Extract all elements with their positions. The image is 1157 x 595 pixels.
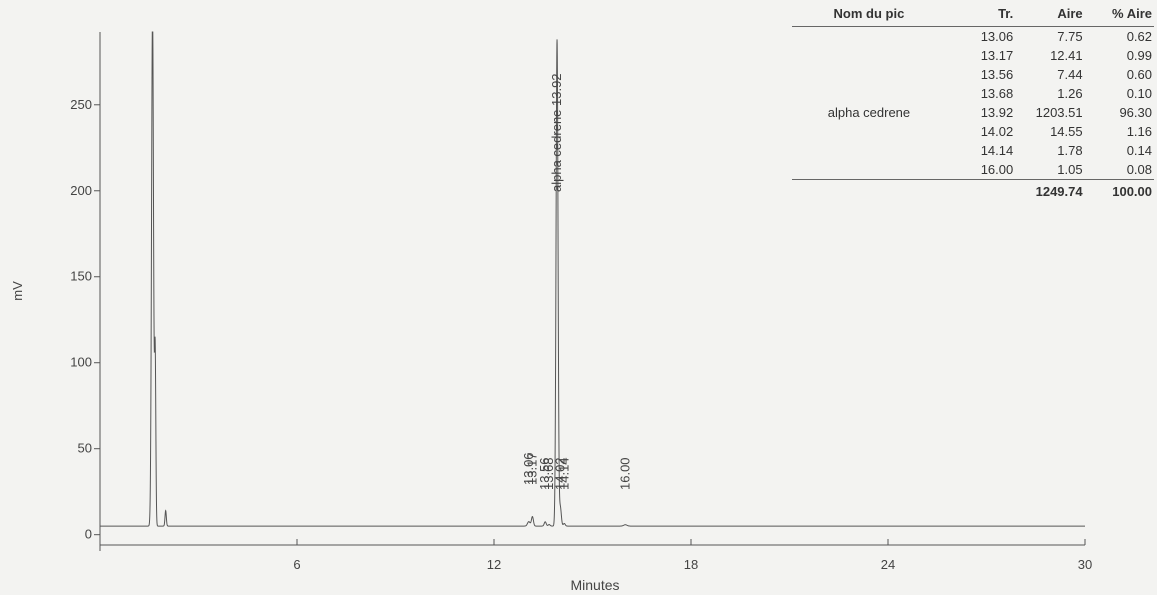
peak-label: 16.00	[617, 457, 632, 490]
table-row: 13.56 7.44 0.60	[792, 65, 1154, 84]
table-row: 16.00 1.05 0.08	[792, 160, 1154, 180]
table-total-row: 1249.74 100.00	[792, 179, 1154, 202]
area-cell: 1.05	[1057, 162, 1083, 177]
area-percent-cell: 0.08	[1126, 162, 1152, 177]
y-tick-label: 200	[70, 183, 92, 198]
area-percent-cell: 0.10	[1126, 86, 1152, 101]
area-percent-cell: 96.30	[1119, 105, 1152, 120]
area-cell: 12.41	[1050, 48, 1083, 63]
area-cell: 7.75	[1057, 29, 1083, 44]
area-percent-cell: 0.62	[1126, 29, 1152, 44]
peak-name-cell	[792, 84, 946, 103]
peak-label: 13.17	[524, 452, 539, 485]
table-row: alpha cedrene 13.92 1203.51 96.30	[792, 103, 1154, 122]
retention-time-cell: 14.14	[980, 143, 1014, 158]
header-peak-name: Nom du pic	[792, 0, 946, 27]
y-tick-label: 50	[78, 441, 92, 456]
chromatogram-trace	[100, 31, 1085, 527]
table-row: 14.14 1.78 0.14	[792, 141, 1154, 160]
peak-label: 14.14	[556, 457, 571, 490]
area-cell: 1249.74	[1015, 179, 1085, 202]
chart-axes: 0 50 100 150 200 250 6 12 18 24 30	[70, 32, 1092, 572]
peak-name-cell	[792, 141, 946, 160]
table-row: 13.06 7.75 0.62	[792, 27, 1154, 47]
retention-time-cell: 13.06	[980, 29, 1014, 44]
peak-name-cell	[792, 179, 946, 202]
header-area-percent: % Aire	[1084, 0, 1154, 27]
area-cell: 1.26	[1057, 86, 1083, 101]
retention-time-cell: 13.56	[980, 67, 1014, 82]
table-row: 13.17 12.41 0.99	[792, 46, 1154, 65]
y-tick-label: 100	[70, 355, 92, 370]
y-tick-label: 250	[70, 97, 92, 112]
header-retention-time: Tr.	[945, 0, 1016, 27]
peak-name-cell	[792, 122, 946, 141]
peak-name-cell	[792, 27, 946, 47]
retention-time-cell: 13.17	[980, 48, 1014, 63]
peak-label: alpha cedrene 13.92	[549, 73, 564, 192]
x-tick-label: 12	[487, 557, 501, 572]
retention-time-cell: 14.02	[980, 124, 1014, 139]
area-percent-cell: 0.99	[1126, 48, 1152, 63]
peak-name-cell	[792, 160, 946, 180]
peak-name-cell: alpha cedrene	[827, 105, 911, 120]
peak-name-cell	[792, 46, 946, 65]
peak-label: 13.68	[541, 457, 556, 490]
area-cell: 1203.51	[1035, 105, 1083, 120]
area-cell: 1.78	[1057, 143, 1083, 158]
x-tick-label: 30	[1078, 557, 1092, 572]
area-cell: 7.44	[1057, 67, 1083, 82]
retention-time-cell: 13.92	[980, 105, 1014, 120]
y-tick-label: 150	[70, 269, 92, 284]
peak-table: Nom du pic Tr. Aire % Aire 13.06 7.75 0.62…	[792, 0, 1154, 202]
y-axis-label: mV	[10, 281, 25, 301]
retention-time-cell: 16.00	[980, 162, 1014, 177]
peak-table-header-row: Nom du pic Tr. Aire % Aire	[792, 0, 1154, 27]
peak-label: 13.06	[521, 452, 536, 485]
peak-label: 14.02	[552, 457, 567, 490]
x-tick-label: 18	[684, 557, 698, 572]
retention-time-cell	[945, 179, 1016, 202]
area-percent-cell: 100.00	[1084, 179, 1154, 202]
y-tick-label: 0	[85, 527, 92, 542]
area-percent-cell: 0.14	[1126, 143, 1152, 158]
table-row: 13.68 1.26 0.10	[792, 84, 1154, 103]
header-area: Aire	[1015, 0, 1085, 27]
area-percent-cell: 1.16	[1126, 124, 1152, 139]
area-percent-cell: 0.60	[1126, 67, 1152, 82]
retention-time-cell: 13.68	[980, 86, 1014, 101]
area-cell: 14.55	[1050, 124, 1083, 139]
x-axis-label: Minutes	[570, 577, 619, 593]
x-tick-label: 6	[293, 557, 300, 572]
table-row: 14.02 14.55 1.16	[792, 122, 1154, 141]
peak-name-cell	[792, 65, 946, 84]
x-tick-label: 24	[881, 557, 895, 572]
chromatogram-trace-group	[100, 31, 1085, 527]
peak-label: 13.56	[537, 457, 552, 490]
